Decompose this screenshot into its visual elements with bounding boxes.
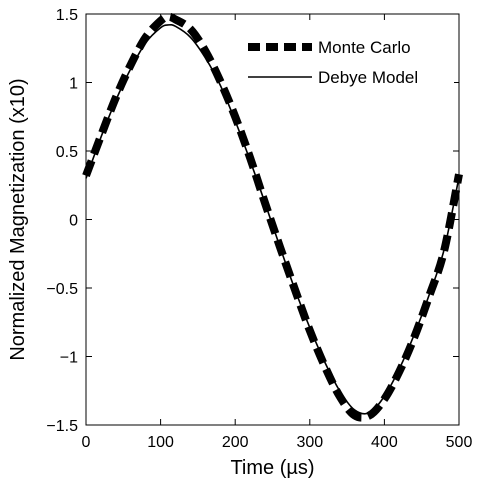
y-axis-label: Normalized Magnetization (x10) [7,78,29,360]
series-line-debye-model [85,23,460,415]
x-axis-label: Time (µs) [230,457,314,479]
x-tick-label: 500 [446,434,473,451]
x-tick-label: 100 [147,434,174,451]
x-tick-label: 300 [296,434,323,451]
legend-label: Debye Model [318,68,418,87]
y-tick-label: −1 [60,350,78,367]
y-tick-label: 0 [69,213,78,230]
legend-box [238,30,454,92]
x-tick-label: 200 [222,434,249,451]
chart-marks [82,12,463,422]
x-tick-label: 400 [371,434,398,451]
axis-ticks: 0 100 200 300 400 500 −1.5 −1 −0.5 0 0.5 1 1.5 [46,7,472,451]
y-tick-label: −1.5 [46,418,78,435]
y-tick-label: 1.5 [56,7,78,24]
y-tick-label: 0.5 [56,144,78,161]
x-tick-label: 0 [82,434,91,451]
y-tick-label: −0.5 [46,281,78,298]
legend-label: Monte Carlo [318,38,411,57]
legend: Monte Carlo Debye Model [238,30,454,92]
y-tick-label: 1 [69,76,78,93]
